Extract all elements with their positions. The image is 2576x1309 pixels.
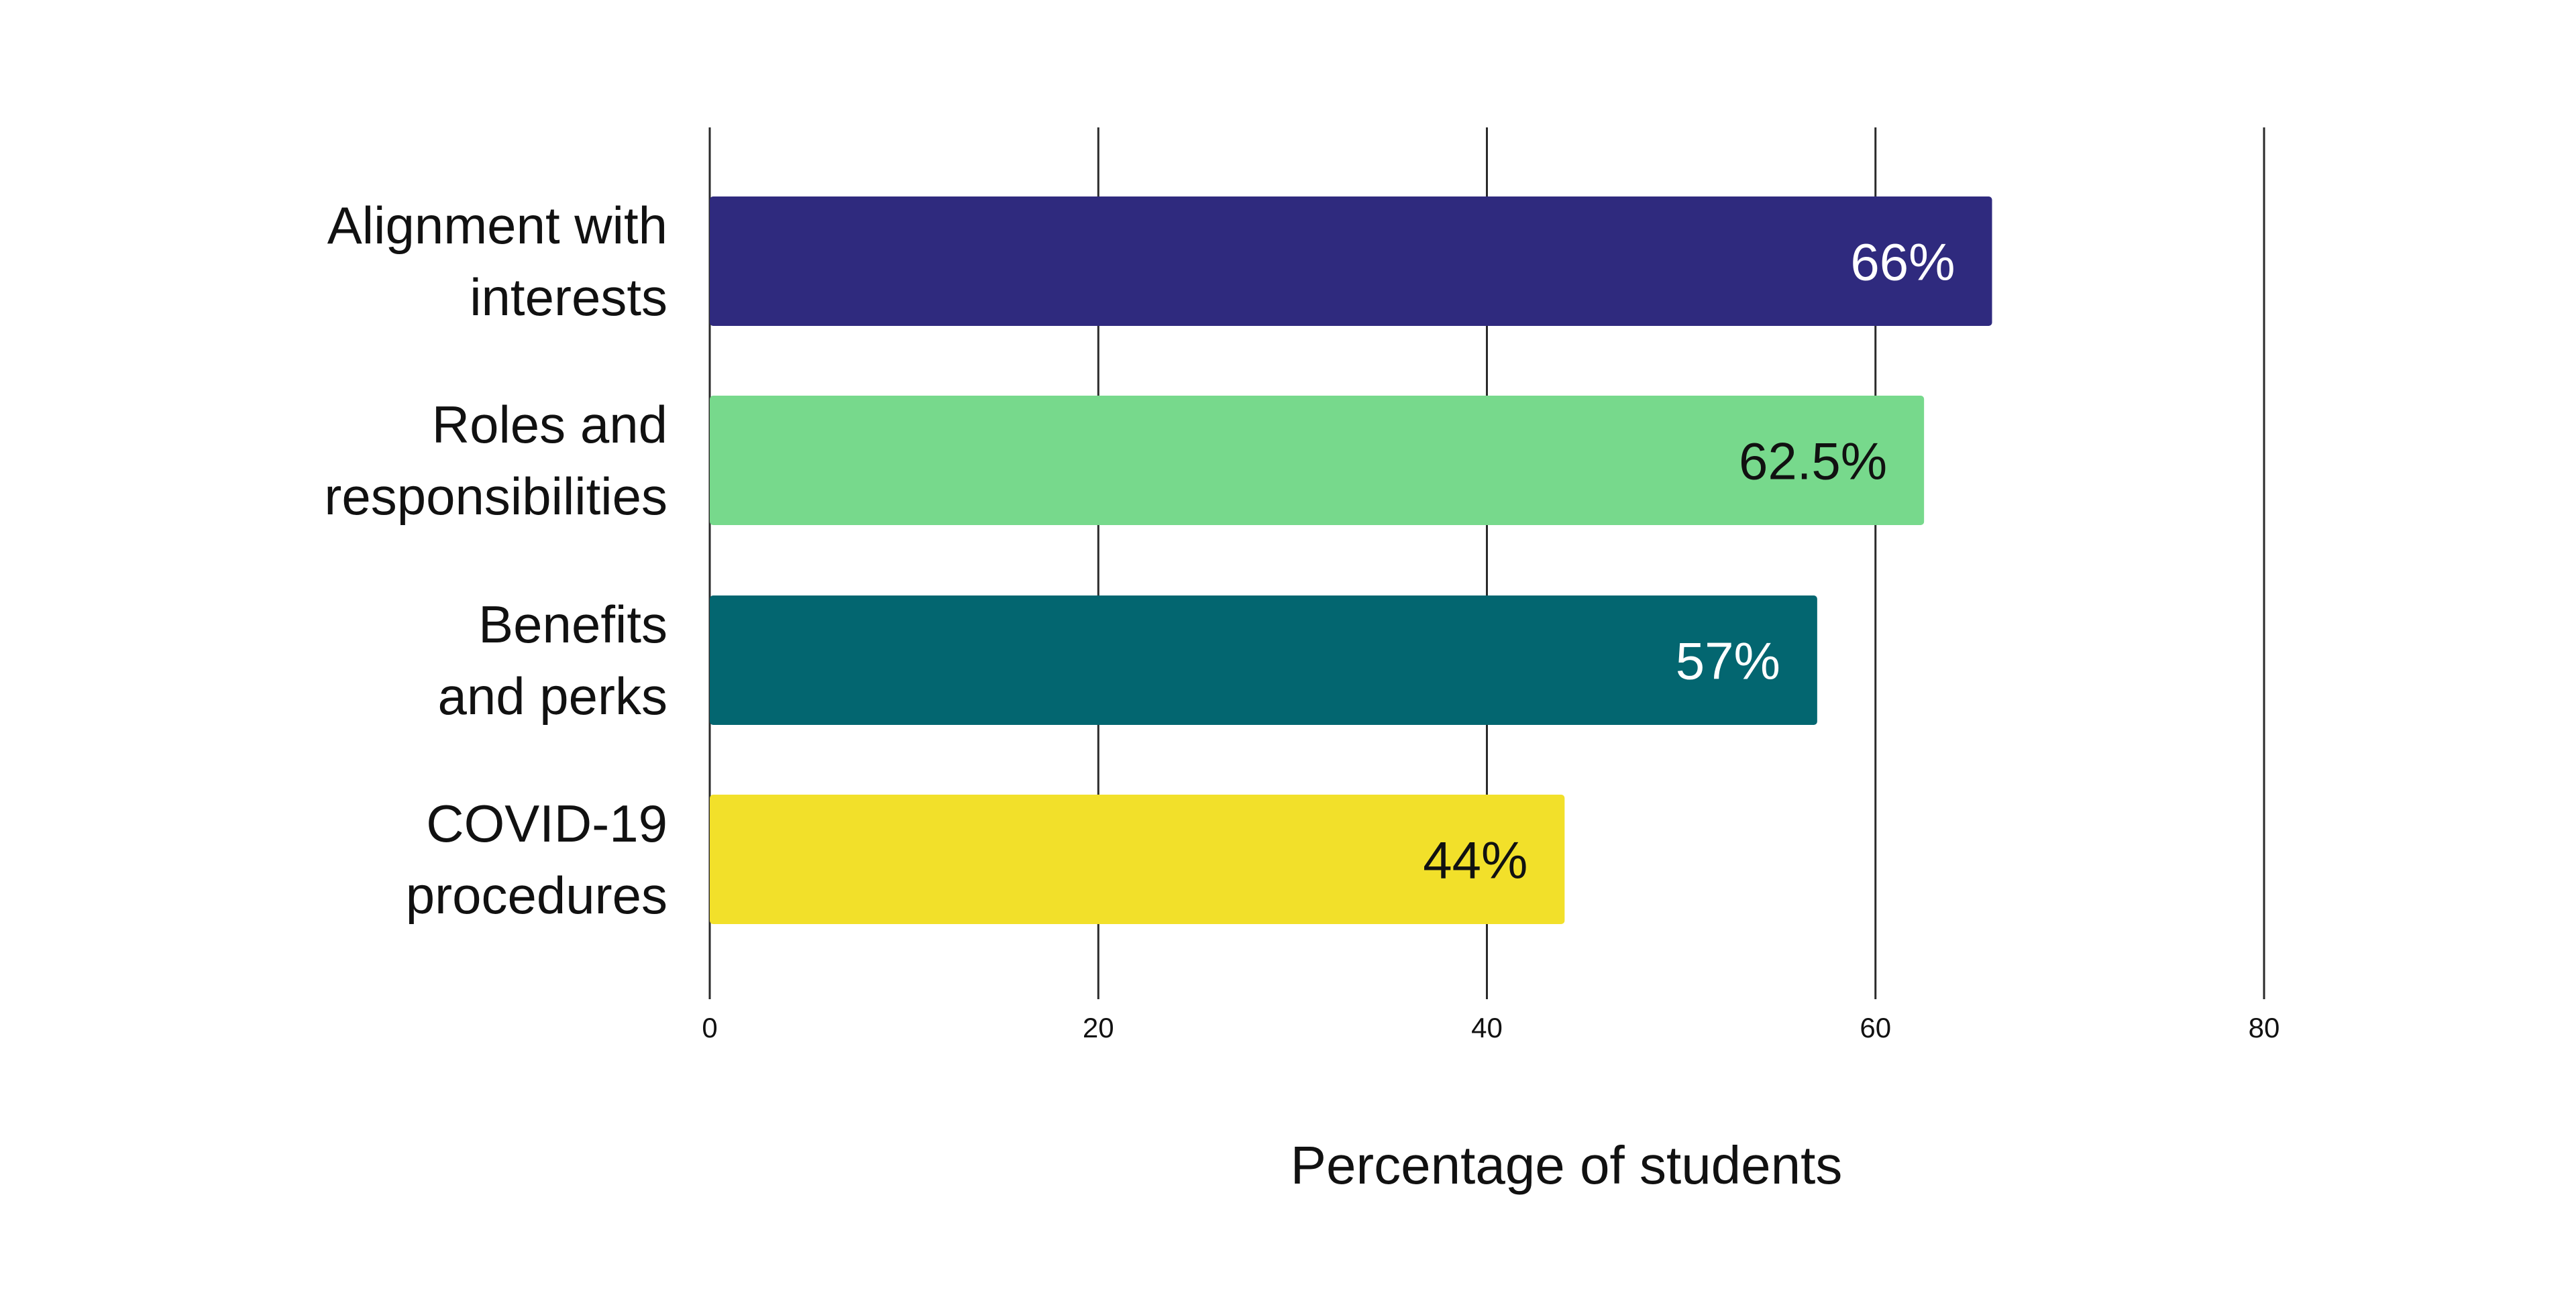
x-tick-label-40: 40: [1471, 1012, 1503, 1043]
category-label-1: Roles and responsibilities: [324, 395, 667, 526]
x-axis-title: Percentage of students: [1291, 1135, 1843, 1195]
category-label-line: responsibilities: [324, 467, 667, 526]
category-label-line: Roles and: [432, 395, 667, 454]
category-label-line: procedures: [406, 866, 667, 925]
category-label-line: COVID-19: [426, 794, 667, 853]
x-tick-label-60: 60: [1860, 1012, 1891, 1043]
category-label-line: and perks: [437, 667, 667, 726]
x-tick-label-0: 0: [702, 1012, 717, 1043]
value-label-0: 66%: [1850, 233, 1955, 292]
value-label-3: 44%: [1423, 831, 1527, 890]
value-label-1: 62.5%: [1739, 432, 1887, 491]
category-label-2: Benefits and perks: [437, 595, 667, 726]
category-label-line: interests: [470, 268, 667, 327]
x-tick-label-80: 80: [2249, 1012, 2280, 1043]
bars: [710, 196, 1992, 924]
bar-0: [710, 196, 1992, 326]
value-labels: 66% 62.5% 57% 44%: [1423, 233, 1955, 890]
x-tick-labels: 0 20 40 60 80: [702, 1012, 2279, 1043]
bar-1: [710, 396, 1925, 525]
category-label-0: Alignment with interests: [327, 196, 667, 327]
bar-3: [710, 795, 1565, 924]
category-labels: Alignment with interests Roles and responsi…: [324, 196, 667, 925]
x-tick-label-20: 20: [1083, 1012, 1114, 1043]
category-label-line: Benefits: [478, 595, 667, 654]
category-label-3: COVID-19 procedures: [406, 794, 667, 925]
category-label-line: Alignment with: [327, 196, 667, 255]
value-label-2: 57%: [1676, 632, 1780, 691]
bar-2: [710, 595, 1817, 725]
